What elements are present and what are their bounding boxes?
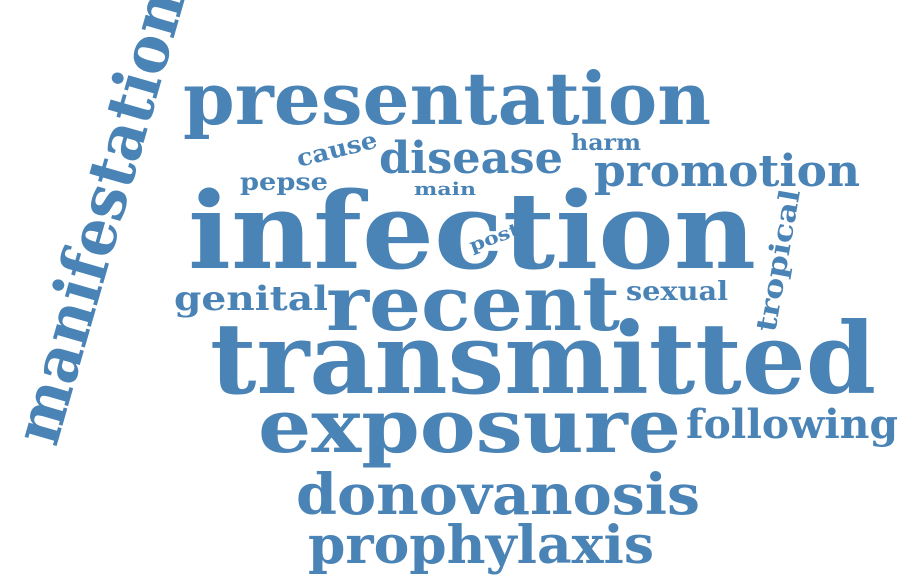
word-manifestation: manifestation	[0, 0, 200, 452]
word-infection: infection	[188, 168, 756, 293]
word-recent: recent	[326, 259, 620, 348]
word-sexual: sexual	[626, 277, 728, 307]
word-harm: harm	[571, 130, 641, 156]
word-genital: genital	[174, 279, 328, 319]
word-main: main	[414, 179, 476, 200]
word-following: following	[686, 401, 898, 448]
word-pepse: pepse	[240, 167, 328, 196]
word-donovanosis: donovanosis	[296, 462, 700, 528]
word-transmitted: transmitted	[210, 302, 876, 417]
word-disease: disease	[379, 133, 563, 184]
word-exposure: exposure	[258, 384, 681, 470]
word-presentation: presentation	[183, 56, 711, 141]
word-prophylaxis: prophylaxis	[308, 515, 654, 576]
word-promotion: promotion	[594, 146, 860, 197]
